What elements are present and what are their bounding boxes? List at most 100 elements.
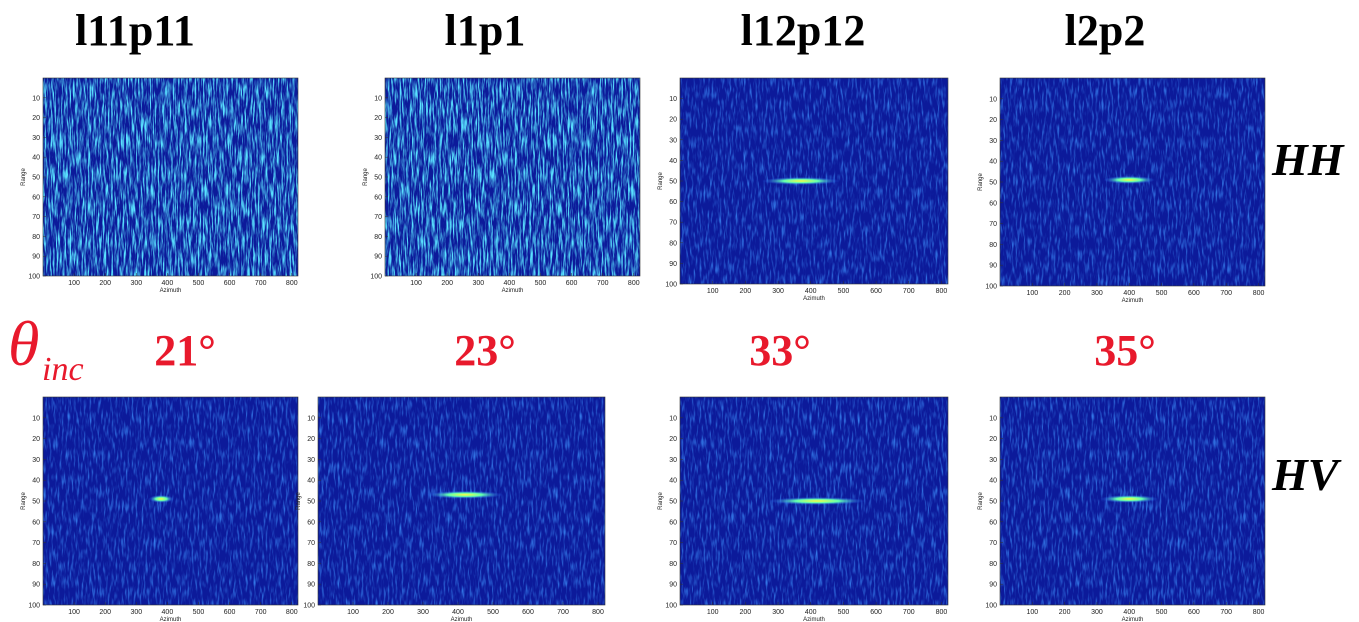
x-tick-label: 100: [68, 280, 80, 287]
sar-image-panel: 100 200 300 400 500 600 700 800 10 20 30 40 50 60 70 80…: [21, 396, 299, 622]
x-tick-label: 500: [1156, 290, 1168, 297]
y-tick-label: 60: [669, 199, 677, 206]
x-tick-label: 600: [224, 609, 236, 616]
x-tick-label: 400: [805, 288, 817, 295]
sar-image-panel: 100 200 300 400 500 600 700 800 10 20 30 40 50 60 70 80…: [296, 396, 606, 622]
column-title: l11p11: [75, 6, 195, 55]
y-tick-label: 60: [989, 200, 997, 207]
y-tick-label: 10: [989, 415, 997, 422]
y-tick-label: 10: [669, 415, 677, 422]
y-tick-label: 90: [307, 582, 315, 589]
y-tick-label: 20: [669, 436, 677, 443]
y-tick-label: 100: [665, 603, 677, 610]
incidence-angle: 35°: [1094, 326, 1156, 375]
x-tick-label: 100: [707, 288, 719, 295]
y-tick-label: 60: [374, 194, 382, 201]
y-tick-label: 70: [32, 214, 40, 221]
x-tick-label: 700: [1220, 609, 1232, 616]
x-tick-label: 800: [286, 609, 298, 616]
x-tick-label: 500: [193, 609, 205, 616]
y-tick-label: 40: [989, 159, 997, 166]
x-axis-label: Azimuth: [1122, 617, 1144, 622]
y-tick-label: 70: [374, 214, 382, 221]
target-return: [761, 177, 841, 185]
target-return: [148, 494, 174, 503]
y-tick-label: 70: [989, 540, 997, 547]
x-tick-label: 400: [805, 609, 817, 616]
y-tick-label: 40: [32, 478, 40, 485]
y-axis-label: Range: [658, 492, 664, 510]
x-tick-label: 800: [286, 280, 298, 287]
y-tick-label: 100: [303, 603, 315, 610]
x-tick-label: 600: [870, 288, 882, 295]
y-tick-label: 80: [989, 561, 997, 568]
y-tick-label: 90: [989, 263, 997, 270]
x-axis-label: Azimuth: [803, 296, 825, 302]
y-tick-label: 90: [989, 582, 997, 589]
y-axis-label: Range: [363, 168, 369, 186]
y-tick-label: 60: [32, 194, 40, 201]
x-tick-label: 800: [936, 609, 948, 616]
y-tick-label: 80: [989, 242, 997, 249]
x-axis-label: Azimuth: [451, 617, 473, 622]
x-tick-label: 800: [936, 288, 948, 295]
y-tick-label: 10: [32, 415, 40, 422]
x-tick-label: 300: [472, 280, 484, 287]
x-tick-label: 800: [1253, 290, 1265, 297]
x-tick-label: 600: [1188, 290, 1200, 297]
y-tick-label: 90: [374, 254, 382, 261]
x-axis-label: Azimuth: [803, 617, 825, 622]
sar-image-panel: 100 200 300 400 500 600 700 800 10 20 30 40 50 60 70 80…: [658, 77, 949, 302]
x-tick-label: 400: [1123, 290, 1135, 297]
image-speckle: [318, 397, 605, 605]
y-tick-label: 10: [32, 95, 40, 102]
y-axis-label: Range: [21, 492, 27, 510]
y-tick-label: 40: [374, 155, 382, 162]
y-tick-label: 70: [669, 540, 677, 547]
x-tick-label: 600: [224, 280, 236, 287]
y-tick-label: 90: [32, 254, 40, 261]
y-axis-label: Range: [21, 168, 27, 186]
y-tick-label: 10: [307, 415, 315, 422]
y-tick-label: 20: [989, 117, 997, 124]
y-tick-label: 30: [307, 457, 315, 464]
y-tick-label: 30: [669, 457, 677, 464]
y-tick-label: 50: [669, 179, 677, 186]
y-tick-label: 100: [28, 274, 40, 281]
sar-image-panel: 100 200 300 400 500 600 700 800 10 20 30 40 50 60 70 80…: [978, 396, 1266, 622]
y-tick-label: 10: [669, 96, 677, 103]
x-axis-label: Azimuth: [1122, 298, 1144, 304]
y-tick-label: 20: [374, 115, 382, 122]
y-tick-label: 40: [307, 478, 315, 485]
y-tick-label: 100: [985, 603, 997, 610]
y-tick-label: 20: [32, 436, 40, 443]
x-tick-label: 800: [628, 280, 640, 287]
row-label: HV: [1271, 449, 1342, 500]
x-tick-label: 400: [162, 609, 174, 616]
x-tick-label: 200: [1059, 290, 1071, 297]
y-tick-label: 80: [669, 240, 677, 247]
y-tick-label: 70: [989, 221, 997, 228]
y-tick-label: 40: [669, 478, 677, 485]
incidence-angle: 21°: [154, 326, 216, 375]
x-tick-label: 500: [487, 609, 499, 616]
x-tick-label: 400: [1123, 609, 1135, 616]
x-axis-label: Azimuth: [160, 288, 182, 294]
y-tick-label: 80: [374, 234, 382, 241]
x-tick-label: 700: [557, 609, 569, 616]
x-tick-label: 500: [838, 609, 850, 616]
x-tick-label: 300: [1091, 290, 1103, 297]
x-tick-label: 200: [740, 288, 752, 295]
y-tick-label: 10: [989, 96, 997, 103]
x-tick-label: 200: [99, 280, 111, 287]
y-tick-label: 50: [989, 180, 997, 187]
y-tick-label: 70: [669, 220, 677, 227]
row-label: HH: [1271, 134, 1345, 185]
x-tick-label: 700: [903, 288, 915, 295]
y-tick-label: 10: [374, 95, 382, 102]
y-tick-label: 20: [989, 436, 997, 443]
x-tick-label: 300: [130, 609, 142, 616]
y-tick-label: 70: [307, 540, 315, 547]
x-tick-label: 700: [903, 609, 915, 616]
